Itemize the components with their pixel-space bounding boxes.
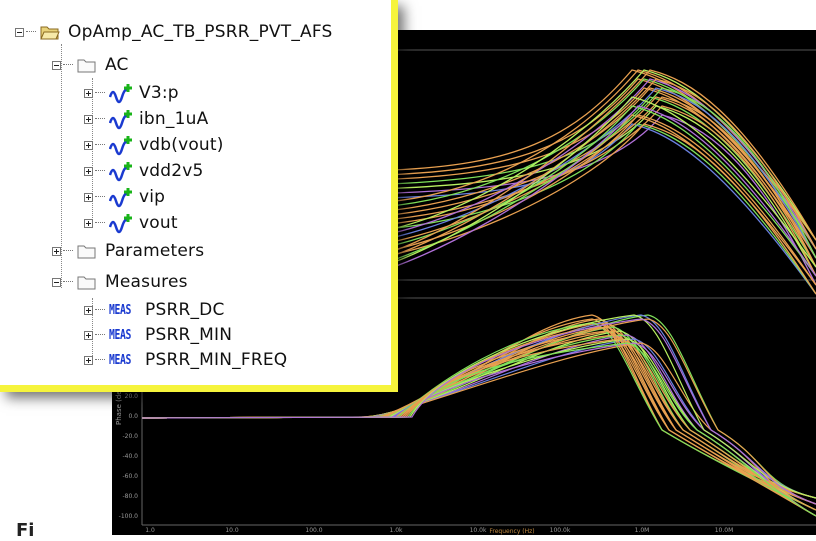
meas-icon: MEAS (109, 352, 131, 368)
phase-trace (141, 334, 816, 505)
meas-icon: MEAS (109, 327, 131, 343)
phase-trace (141, 342, 816, 517)
signal-item[interactable]: vdb(vout) (84, 133, 224, 157)
magnitude-trace (112, 96, 816, 268)
expand-icon[interactable] (84, 166, 93, 176)
magnitude-trace (112, 78, 816, 250)
measure-item[interactable]: MEAS PSRR_DC (84, 298, 225, 322)
phase-tick-label: -80.0 (122, 493, 138, 500)
tree-item-root[interactable]: OpAmp_AC_TB_PSRR_PVT_AFS (15, 20, 333, 44)
waveform-icon (109, 188, 132, 208)
magnitude-trace (112, 123, 816, 295)
expand-icon[interactable] (84, 305, 93, 315)
measure-item[interactable]: MEAS PSRR_MIN_FREQ (84, 348, 287, 372)
phase-curves (141, 314, 816, 517)
frequency-tick-label: 1.0k (389, 527, 403, 534)
phase-trace (141, 342, 816, 517)
folder-icon (77, 59, 96, 72)
signal-label: vdb(vout) (139, 135, 224, 155)
signal-label: ibn_1uA (139, 109, 209, 129)
folder-icon (77, 276, 96, 289)
tree-label: OpAmp_AC_TB_PSRR_PVT_AFS (68, 22, 333, 42)
magnitude-trace (112, 78, 816, 250)
tree-item-parameters[interactable]: Parameters (52, 239, 204, 263)
measure-item[interactable]: MEAS PSRR_MIN (84, 323, 232, 347)
phase-tick-labels: 20.0 0.0 -20.0 -40.0 -60.0 -80.0 -100.0 (119, 393, 139, 520)
signal-item[interactable]: V3:p (84, 81, 179, 105)
frequency-tick-labels: 1.0 10.0 100.0 1.0k 10.0k 100.0k 1.0M 10.0M (145, 527, 733, 534)
magnitude-trace (112, 87, 816, 259)
signal-item[interactable]: ibn_1uA (84, 107, 208, 131)
frequency-axis-label: Frequency (Hz) (489, 528, 534, 535)
phase-tick-label: -20.0 (122, 433, 138, 440)
waveform-icon (109, 214, 132, 234)
magnitude-trace (112, 69, 816, 241)
expand-icon[interactable] (52, 246, 61, 256)
folder-icon (77, 245, 96, 258)
phase-trace (141, 330, 816, 499)
open-folder-icon (40, 26, 60, 39)
meas-icon: MEAS (109, 302, 131, 318)
measure-label: PSRR_MIN (145, 325, 233, 345)
frequency-tick-label: 10.0M (715, 527, 734, 534)
signal-label: vdd2v5 (139, 161, 204, 181)
frequency-tick-label: 1.0M (635, 527, 650, 534)
magnitude-trace (112, 87, 816, 259)
signal-item[interactable]: vdd2v5 (84, 159, 204, 183)
frequency-tick-label: 100.0 (305, 527, 322, 534)
tree-connector (61, 44, 62, 288)
signal-label: vip (139, 187, 166, 207)
phase-trace (141, 314, 816, 499)
expand-icon[interactable] (84, 355, 93, 365)
phase-axis-label: Phase (deg) (115, 383, 123, 425)
signal-item[interactable]: vip (84, 185, 165, 209)
magnitude-trace (112, 114, 816, 286)
magnitude-trace (112, 96, 816, 268)
frequency-tick-label: 10.0 (225, 527, 239, 534)
frequency-tick-label: 1.0 (145, 527, 155, 534)
phase-trace (141, 338, 816, 511)
signal-label: vout (139, 213, 178, 233)
phase-tick-label: 0.0 (128, 413, 138, 420)
tree-connector (92, 78, 93, 226)
phase-trace (141, 318, 816, 505)
tree-label: AC (105, 55, 129, 75)
figure-caption: Fi (16, 520, 35, 541)
expand-icon[interactable] (84, 192, 93, 202)
tree-label: Measures (105, 272, 188, 292)
expand-icon[interactable] (84, 114, 93, 124)
waveform-icon (109, 136, 132, 156)
waveform-icon (109, 84, 132, 104)
frequency-tick-label: 100.0k (550, 527, 571, 534)
phase-trace (141, 322, 816, 511)
signal-label: V3:p (139, 83, 179, 103)
collapse-icon[interactable] (52, 60, 61, 70)
magnitude-trace (112, 69, 816, 272)
results-tree-panel: OpAmp_AC_TB_PSRR_PVT_AFS AC V3:p ibn_1uA… (0, 0, 398, 392)
phase-tick-label: -60.0 (122, 473, 138, 480)
expand-icon[interactable] (84, 88, 93, 98)
expand-icon[interactable] (84, 140, 93, 150)
collapse-icon[interactable] (15, 27, 24, 37)
magnitude-trace (112, 105, 816, 277)
phase-tick-label: -40.0 (122, 453, 138, 460)
tree-label: Parameters (105, 241, 205, 261)
measure-label: PSRR_MIN_FREQ (145, 350, 288, 370)
magnitude-trace (112, 105, 816, 277)
collapse-icon[interactable] (52, 277, 61, 287)
phase-trace (141, 342, 816, 517)
frequency-tick-label: 10.0k (470, 527, 487, 534)
tree-item-ac[interactable]: AC (52, 53, 129, 77)
phase-tick-label: 20.0 (125, 393, 139, 400)
tree-item-measures[interactable]: Measures (52, 270, 188, 294)
waveform-icon (109, 162, 132, 182)
tree-connector (92, 298, 93, 360)
magnitude-curves (112, 69, 816, 295)
measure-label: PSRR_DC (145, 300, 225, 320)
expand-icon[interactable] (84, 330, 93, 340)
phase-tick-label: -100.0 (119, 513, 139, 520)
expand-icon[interactable] (84, 218, 93, 228)
waveform-icon (109, 110, 132, 130)
signal-item[interactable]: vout (84, 211, 178, 235)
